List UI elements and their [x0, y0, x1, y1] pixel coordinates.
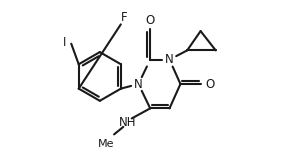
- Text: N: N: [165, 53, 174, 66]
- Text: NH: NH: [119, 116, 136, 129]
- Text: N: N: [134, 77, 143, 91]
- Text: Me: Me: [98, 139, 114, 149]
- Text: F: F: [121, 11, 128, 24]
- Text: O: O: [205, 77, 214, 91]
- Text: I: I: [63, 35, 66, 49]
- Text: O: O: [146, 14, 155, 27]
